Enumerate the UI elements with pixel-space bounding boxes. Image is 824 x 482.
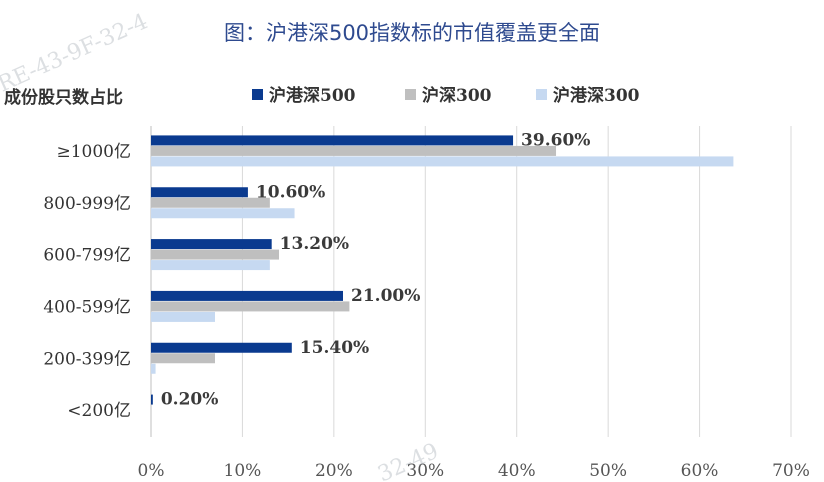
legend-label: 沪深300 <box>422 85 492 106</box>
bar <box>151 342 292 353</box>
legend-label: 沪港深300 <box>553 85 640 106</box>
x-tick-label: 0% <box>138 461 165 481</box>
category-label: ≥1000亿 <box>56 142 131 162</box>
x-tick-label: 70% <box>772 461 810 481</box>
chart-title: 图：沪港深500指数标的市值覆盖更全面 <box>224 21 600 45</box>
gridlines <box>150 126 792 437</box>
bar <box>151 187 248 198</box>
category-label: <200亿 <box>67 401 131 421</box>
bar <box>151 353 215 364</box>
data-label: 10.60% <box>256 182 325 202</box>
y-axis-label: 成份股只数占比 <box>4 87 123 108</box>
bars <box>151 135 734 405</box>
category-label: 800-999亿 <box>43 194 131 214</box>
legend-swatch <box>252 89 263 100</box>
x-tick-label: 20% <box>315 461 353 481</box>
bar <box>151 197 270 208</box>
data-label: 39.60% <box>521 130 590 150</box>
legend-label: 沪港深500 <box>269 85 356 106</box>
legend: 沪港深500 沪深300 沪港深300 <box>252 85 640 106</box>
bar <box>151 260 270 271</box>
category-label: 600-799亿 <box>43 246 131 266</box>
x-tick-label: 50% <box>589 461 627 481</box>
x-tick-label: 60% <box>681 461 719 481</box>
data-label: 13.20% <box>280 234 349 254</box>
x-tick-label: 30% <box>406 461 444 481</box>
data-label: 0.20% <box>161 390 219 410</box>
bar <box>151 135 514 146</box>
category-labels: ≥1000亿 800-999亿 600-799亿 400-599亿 200-399亿 <2… <box>43 142 131 421</box>
bar <box>151 249 279 260</box>
legend-swatch <box>536 89 547 100</box>
x-tick-labels: 0% 10% 20% 30% 40% 50% 60% 70% <box>138 461 810 481</box>
bar <box>151 301 350 312</box>
bar <box>151 394 153 405</box>
category-label: 200-399亿 <box>43 349 131 369</box>
legend-swatch <box>405 89 416 100</box>
watermark-text: RE-43-9F-32-4 <box>0 9 152 97</box>
data-label: 21.00% <box>351 286 420 306</box>
bar <box>151 311 215 322</box>
bar <box>151 290 343 301</box>
bar <box>151 156 734 167</box>
data-label: 15.40% <box>300 338 369 358</box>
data-labels: 39.60% 10.60% 13.20% 21.00% 15.40% 0.20% <box>161 130 591 409</box>
bar <box>151 239 272 250</box>
bar <box>151 208 295 219</box>
category-label: 400-599亿 <box>43 297 131 317</box>
bar <box>151 145 557 156</box>
x-tick-label: 10% <box>224 461 262 481</box>
x-tick-label: 40% <box>498 461 536 481</box>
bar <box>151 363 156 374</box>
